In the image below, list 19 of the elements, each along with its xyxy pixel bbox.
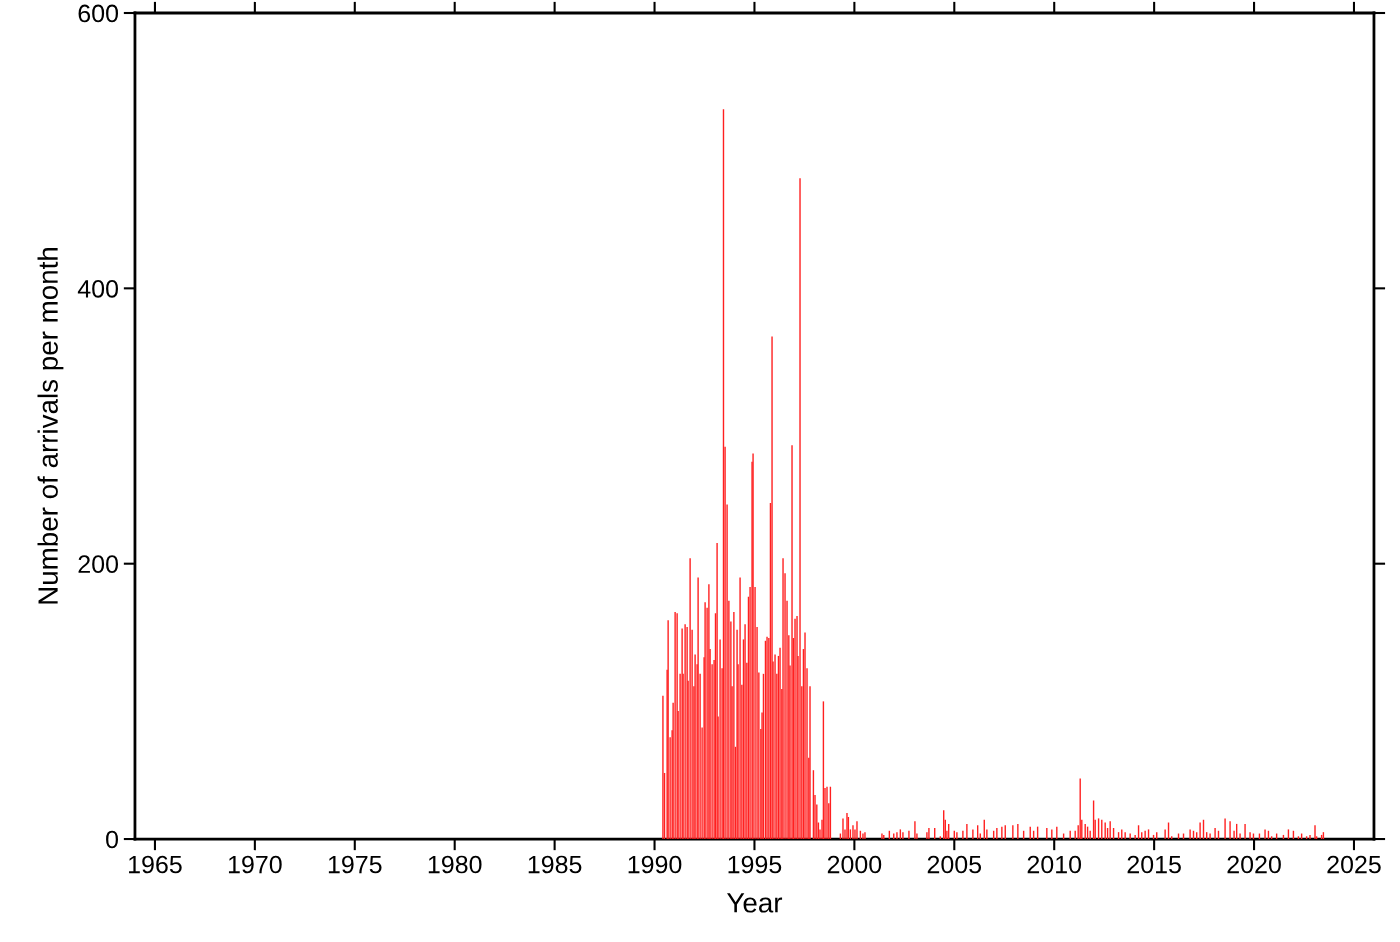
x-tick-label: 1965 — [129, 855, 182, 874]
y-tick-label: 600 — [78, 4, 119, 23]
x-tick-label: 1995 — [728, 855, 782, 874]
x-tick-label: 1990 — [628, 855, 682, 874]
y-tick-label: 200 — [78, 555, 119, 573]
x-tick-label: 1980 — [428, 855, 482, 874]
x-axis-title: Year — [727, 893, 783, 913]
y-axis-title: Number of arrivals per month — [37, 247, 64, 604]
x-tick-label: 1970 — [228, 855, 282, 874]
x-tick-label: 1975 — [328, 855, 382, 874]
x-tick-label: 2000 — [827, 855, 882, 874]
x-tick-label: 2015 — [1127, 855, 1181, 874]
x-tick-label: 1985 — [528, 855, 582, 874]
y-tick-label: 400 — [77, 279, 119, 298]
x-tick-label: 2020 — [1227, 855, 1281, 874]
x-tick-label: 2010 — [1027, 855, 1082, 874]
y-tick-label: 0 — [106, 830, 119, 849]
x-tick-label: 2005 — [927, 855, 982, 874]
x-tick-label: 2025 — [1327, 855, 1381, 874]
